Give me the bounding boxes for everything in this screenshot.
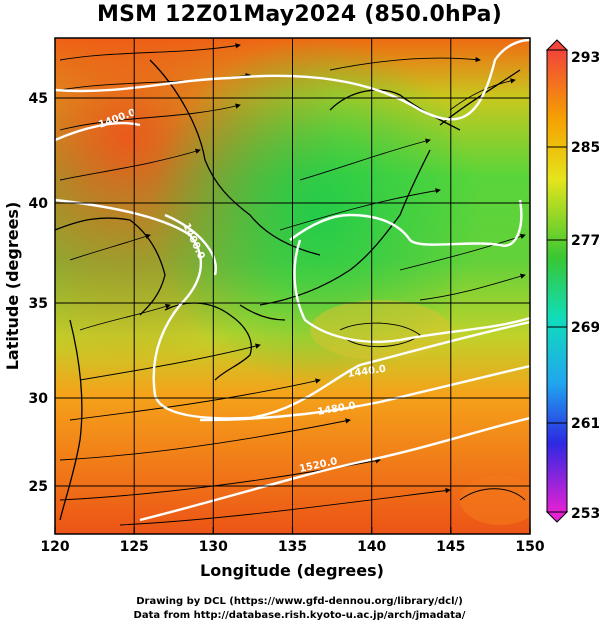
grid-lines: [55, 38, 530, 534]
map-title: MSM 12Z01May2024 (850.0hPa): [97, 2, 502, 27]
x-tick-label: 145: [436, 539, 465, 555]
y-tick-labels: 45 40 35 30 25: [29, 91, 49, 495]
x-tick-label: 135: [278, 539, 307, 555]
colorbar: 293 285 277 269 261 253: [545, 39, 599, 523]
colorbar-label: 277: [571, 233, 599, 249]
y-tick-label: 35: [29, 296, 48, 312]
x-tick-marks: [54, 527, 531, 534]
y-tick-label: 45: [29, 91, 48, 107]
y-axis-title: Latitude (degrees): [3, 202, 22, 371]
colorbar-label: 293: [571, 50, 599, 66]
colorbar-top-arrow: [545, 39, 569, 51]
x-tick-label: 150: [515, 539, 544, 555]
x-tick-label: 125: [120, 539, 149, 555]
colorbar-label: 269: [571, 320, 599, 336]
footer-credit-data: Data from http://database.rish.kyoto-u.a…: [133, 610, 466, 621]
x-axis-title: Longitude (degrees): [200, 561, 384, 580]
geopotential-contours: [55, 38, 530, 522]
colorbar-bar: [546, 49, 568, 513]
x-tick-label: 140: [357, 539, 386, 555]
colorbar-label: 261: [571, 416, 599, 432]
footer-credit-drawing: Drawing by DCL (https://www.gfd-dennou.o…: [136, 596, 463, 607]
colorbar-labels: 293 285 277 269 261 253: [571, 50, 599, 522]
colorbar-label: 253: [571, 506, 599, 522]
colorbar-bottom-arrow: [545, 511, 569, 523]
x-tick-label: 130: [199, 539, 228, 555]
wind-streamlines: [59, 43, 526, 526]
contour-label: 1440.0: [347, 364, 387, 380]
y-tick-label: 25: [29, 479, 48, 495]
y-tick-label: 30: [29, 391, 49, 407]
x-tick-labels: 120 125 130 135 140 145 150: [40, 539, 544, 555]
y-tick-label: 40: [29, 196, 49, 212]
colorbar-label: 285: [571, 140, 599, 156]
x-tick-label: 120: [40, 539, 69, 555]
